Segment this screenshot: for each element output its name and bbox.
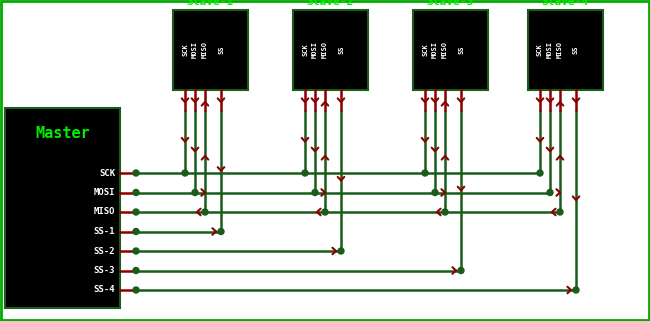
Bar [5,108,120,308]
Text: SS: SS [458,46,464,54]
Text: Slave-3: Slave-3 [426,0,474,7]
Text: SS: SS [573,46,579,54]
Text: SS-3: SS-3 [94,266,115,275]
Circle shape [322,209,328,215]
Circle shape [458,267,464,273]
Circle shape [133,189,139,195]
Circle shape [557,209,563,215]
Circle shape [133,229,139,235]
Circle shape [302,170,308,176]
Text: SS-1: SS-1 [94,227,115,236]
Text: MOSI: MOSI [547,41,553,58]
Text: Slave-4: Slave-4 [541,0,589,7]
Text: MISO: MISO [202,41,208,58]
Circle shape [133,170,139,176]
Text: MOSI: MOSI [94,188,115,197]
Circle shape [202,209,208,215]
Text: SCK: SCK [422,44,428,56]
Text: SS-2: SS-2 [94,247,115,256]
Circle shape [182,170,188,176]
Bar [293,10,368,90]
Text: MISO: MISO [557,41,563,58]
Text: SCK: SCK [182,44,188,56]
Circle shape [133,287,139,293]
Circle shape [133,267,139,273]
Bar [173,10,248,90]
Text: Slave-1: Slave-1 [187,0,233,7]
Bar [413,10,488,90]
Circle shape [432,189,438,195]
Circle shape [422,170,428,176]
Text: MOSI: MOSI [432,41,438,58]
Text: MISO: MISO [442,41,448,58]
Circle shape [442,209,448,215]
Text: SCK: SCK [302,44,308,56]
Circle shape [218,229,224,235]
Circle shape [133,248,139,254]
Circle shape [338,248,344,254]
Text: SCK: SCK [99,169,115,178]
Text: MOSI: MOSI [192,41,198,58]
Text: Master: Master [35,126,90,141]
Text: SS: SS [218,46,224,54]
Text: SS: SS [338,46,344,54]
Text: MISO: MISO [322,41,328,58]
Text: MISO: MISO [94,207,115,216]
Text: MOSI: MOSI [312,41,318,58]
Circle shape [573,287,579,293]
Circle shape [537,170,543,176]
Circle shape [192,189,198,195]
Text: Slave-2: Slave-2 [306,0,354,7]
Text: SCK: SCK [537,44,543,56]
Circle shape [133,209,139,215]
Circle shape [312,189,318,195]
Circle shape [547,189,553,195]
Bar [528,10,603,90]
Text: SS-4: SS-4 [94,285,115,294]
